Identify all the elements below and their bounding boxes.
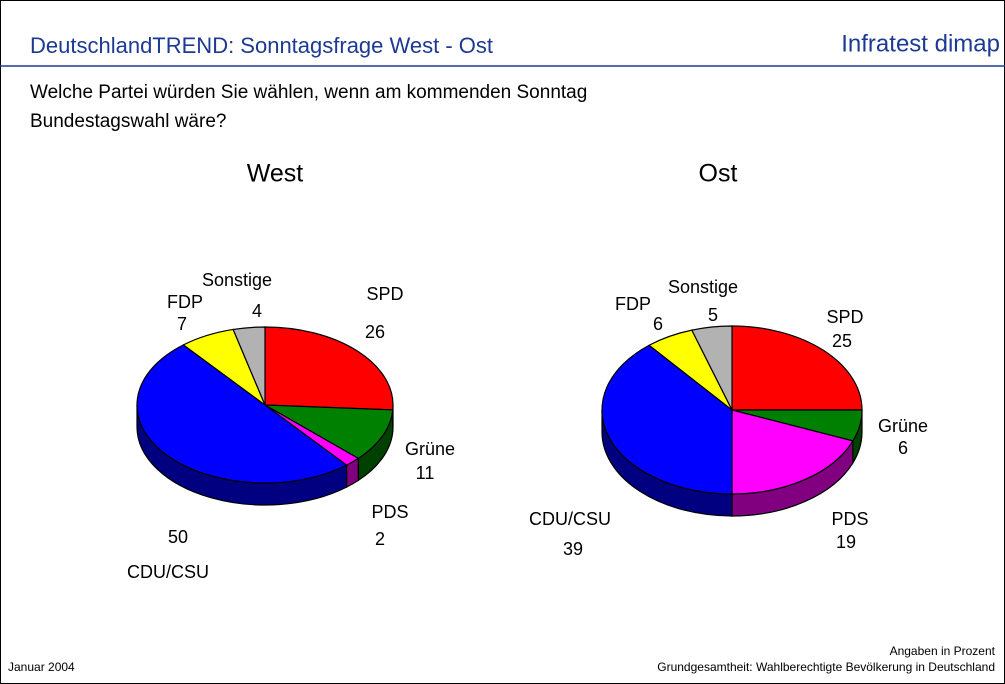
footer-date: Januar 2004: [8, 660, 75, 674]
slice-name: Sonstige: [668, 277, 738, 297]
slice-value: 50: [168, 527, 188, 547]
slice: [264, 404, 394, 460]
slice-value: 11: [416, 463, 435, 483]
slice-value: 4: [252, 301, 262, 321]
footer-basis: Grundgesamtheit: Wahlberechtigte Bevölke…: [657, 660, 995, 674]
slice: [136, 344, 348, 484]
question-line: Bundestagswahl wäre?: [30, 111, 226, 132]
slice-value: 7: [177, 314, 187, 334]
pie-title: West: [247, 160, 304, 188]
slice-value: 6: [898, 438, 908, 458]
slice: [264, 326, 394, 411]
slice-name: Grüne: [405, 439, 455, 459]
slice-name: CDU/CSU: [127, 562, 209, 582]
slice-name: FDP: [167, 292, 203, 312]
slice-name: SPD: [366, 284, 403, 304]
footer-note: Angaben in Prozent: [890, 644, 996, 658]
slice-name: FDP: [615, 294, 651, 314]
slice-value: 6: [653, 314, 663, 334]
pie-title: Ost: [699, 160, 738, 188]
slice: [690, 325, 733, 411]
slice-value: 5: [708, 305, 718, 325]
slice: [232, 326, 266, 406]
slice: [731, 325, 863, 411]
slice: [601, 344, 733, 495]
slice-name: SPD: [826, 307, 863, 327]
slice-name: PDS: [371, 502, 408, 522]
brand: Infratest dimap: [841, 30, 1000, 57]
slice-value: 19: [836, 532, 856, 552]
slice-value: 39: [563, 539, 583, 559]
slice-value: 2: [375, 529, 385, 549]
slice: [731, 409, 854, 495]
slide-title: DeutschlandTREND: Sonntagsfrage West - O…: [30, 33, 493, 58]
slice-name: PDS: [831, 509, 868, 529]
slice-value: 26: [365, 322, 385, 342]
slice-name: Grüne: [878, 416, 928, 436]
question-line: Welche Partei würden Sie wählen, wenn am…: [30, 82, 587, 103]
slice-name: Sonstige: [202, 270, 272, 290]
slice-name: CDU/CSU: [529, 509, 611, 529]
slice-value: 25: [832, 331, 852, 351]
